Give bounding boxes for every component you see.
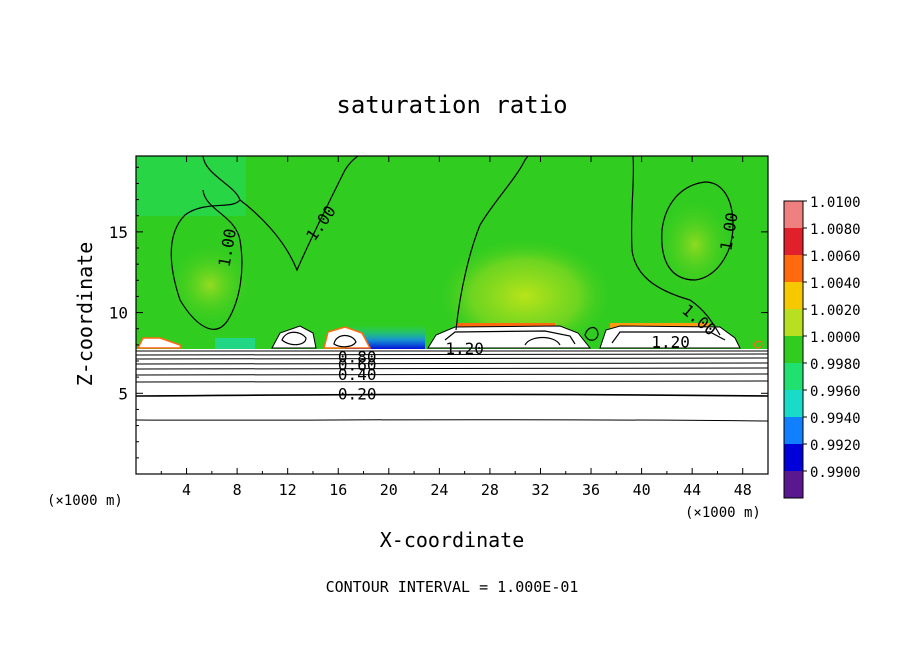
x-axis-ticks: 4 8 12 16 20 24 28 32 36 40 44 48 <box>160 156 752 499</box>
colorbar-level-label: 1.0020 <box>810 303 861 319</box>
colorbar-frame <box>783 200 804 499</box>
y-tick-label: 10 <box>109 304 128 323</box>
contour-cloud-ring-1a <box>444 330 576 345</box>
colorbar-swatch <box>784 471 803 498</box>
x-tick-label: 16 <box>329 481 347 499</box>
contour-small-loop-2 <box>753 340 763 349</box>
x-tick-label: 28 <box>481 481 499 499</box>
contour-cloud-ring-4 <box>333 334 357 348</box>
colorbar-swatch <box>784 336 803 363</box>
warm-patch-center <box>435 230 615 350</box>
blue-dry-band-2 <box>215 338 255 350</box>
cool-zone-left <box>136 156 246 216</box>
contour-small-loop <box>584 326 599 341</box>
hcontour-4 <box>136 362 768 365</box>
hcontour-9 <box>136 419 768 422</box>
colorbar: 1.0100 1.0080 1.0060 1.0040 1.0020 1.0000 0.99… <box>783 195 861 499</box>
contour-label: 0.40 <box>338 365 377 384</box>
x-axis-label: X-coordinate <box>380 528 525 552</box>
lower-white-region <box>136 349 768 474</box>
x-tick-label: 48 <box>734 481 752 499</box>
colorbar-level-label: 0.9960 <box>810 384 861 400</box>
contour-lines <box>170 156 763 349</box>
colorbar-level-label: 1.0060 <box>810 249 861 265</box>
x-tick-label: 8 <box>233 481 242 499</box>
x-tick-label: 4 <box>182 481 191 499</box>
orange-edge-1 <box>455 323 555 328</box>
colorbar-swatch <box>784 255 803 282</box>
colorbar-swatch <box>784 228 803 255</box>
cloud-4 <box>323 326 372 349</box>
y-axis-label: Z-coordinate <box>73 242 97 387</box>
contour-label: 0.80 <box>338 347 377 366</box>
colorbar-level-label: 0.9900 <box>810 465 861 481</box>
colorbar-swatch <box>784 282 803 309</box>
colorbar-level-label: 1.0080 <box>810 222 861 238</box>
contour-cloud-ring-2a <box>611 331 726 344</box>
contour-label: 1.20 <box>651 333 690 352</box>
contour-label: 0.20 <box>338 384 377 403</box>
colorbar-swatch <box>784 390 803 417</box>
orange-edge-2 <box>610 323 710 328</box>
y-axis-ticks: 5 10 15 <box>109 166 768 459</box>
x-tick-label: 44 <box>683 481 701 499</box>
hcontour-2 <box>136 353 768 356</box>
cloud-5 <box>136 337 183 349</box>
contour-1.00-mid-right <box>630 156 721 336</box>
colorbar-level-label: 1.0040 <box>810 276 861 292</box>
colorbar-swatch <box>784 309 803 336</box>
contour-1.00-right-loop <box>661 181 734 281</box>
y-tick-label: 5 <box>118 384 128 403</box>
x-unit-label-right: (×1000 m) <box>685 505 761 521</box>
contour-labels: 1.001.00 1.001.001.20 1.200.800.600.400.20 <box>215 202 742 403</box>
plot-frame <box>135 155 769 475</box>
colorbar-swatch <box>784 417 803 444</box>
x-tick-label: 12 <box>279 481 297 499</box>
x-unit-label-left: (×1000 m) <box>47 493 123 509</box>
contour-cloud-ring-1b <box>524 336 561 346</box>
colorbar-level-label: 0.9920 <box>810 438 861 454</box>
colorbar-level-label: 0.9940 <box>810 411 861 427</box>
x-tick-label: 40 <box>633 481 651 499</box>
contour-1.00-center <box>455 156 529 331</box>
contour-cloud-ring-3 <box>281 331 307 346</box>
hcontour-8 <box>136 393 768 397</box>
hcontour-7 <box>136 380 768 383</box>
hcontour-3 <box>136 357 768 360</box>
colorbar-level-label: 1.0000 <box>810 330 861 346</box>
colorbar-level-label: 1.0100 <box>810 195 861 211</box>
contour-label: 0.60 <box>338 355 377 374</box>
hcontour-5 <box>136 367 768 370</box>
x-tick-label: 36 <box>582 481 600 499</box>
contour-1.00-upper <box>239 156 359 272</box>
warm-patch-left <box>165 240 255 330</box>
colorbar-swatch <box>784 444 803 471</box>
x-tick-label: 24 <box>430 481 448 499</box>
horizontal-contours <box>136 350 768 422</box>
plot-field: 1.001.00 1.001.001.20 1.200.800.600.400.20 <box>136 156 768 474</box>
contour-interval-footer: CONTOUR INTERVAL = 1.000E-01 <box>326 578 579 596</box>
y-tick-label: 15 <box>109 223 128 242</box>
colorbar-swatch <box>784 363 803 390</box>
x-tick-label: 20 <box>380 481 398 499</box>
chart-title: saturation ratio <box>336 91 567 119</box>
colorbar-level-label: 0.9980 <box>810 357 861 373</box>
contour-1.00-left <box>170 156 243 330</box>
hcontour-6 <box>136 373 768 376</box>
x-tick-label: 32 <box>531 481 549 499</box>
cloud-3 <box>271 325 317 349</box>
colorbar-swatch <box>784 201 803 228</box>
contour-label: 1.20 <box>445 339 484 358</box>
